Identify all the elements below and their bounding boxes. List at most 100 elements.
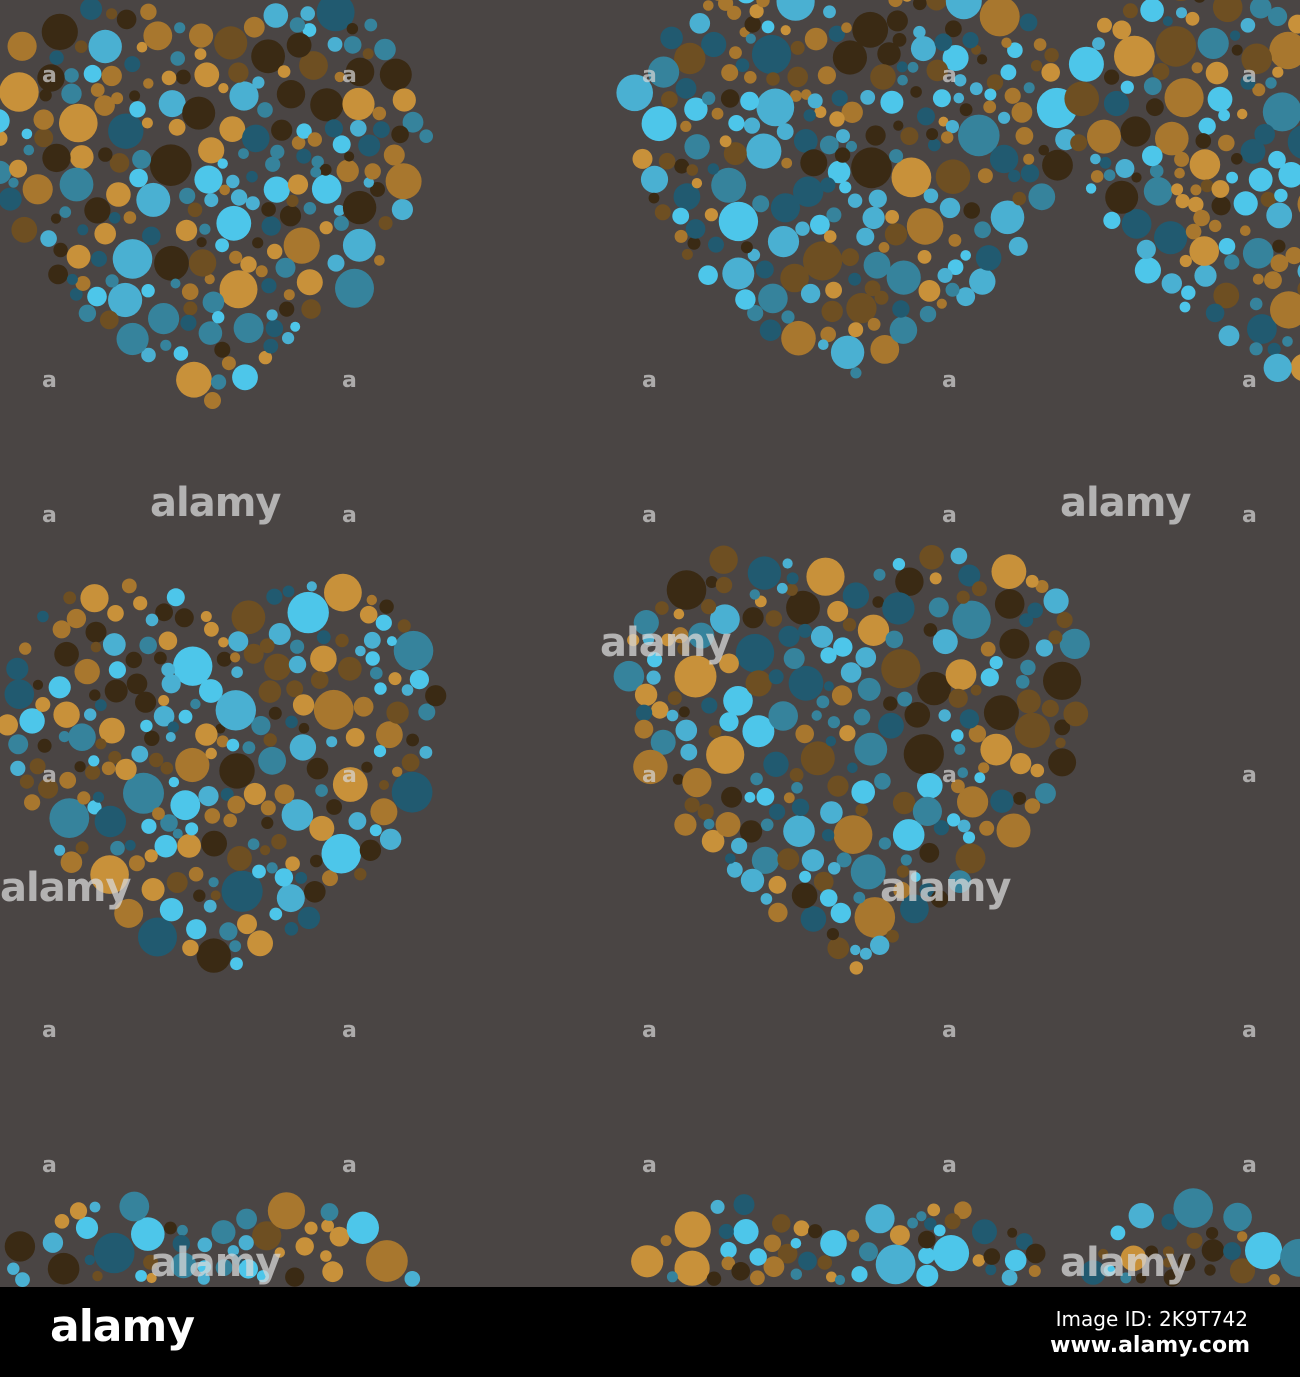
dot [77,791,91,805]
dot [953,92,965,104]
dot [261,216,281,236]
dot [1120,1245,1147,1272]
dot [263,3,289,28]
dot [131,745,149,763]
dot [885,210,899,224]
dot [345,57,375,87]
dot [745,33,756,44]
dot [900,894,929,924]
dot [54,844,66,856]
dot [756,88,795,127]
dot [857,614,890,646]
dot [633,749,668,785]
dot [1224,254,1240,270]
dot [22,174,53,205]
dot [84,708,97,721]
dot [893,120,904,131]
dot [853,891,866,904]
website-link[interactable]: www.alamy.com [1050,1333,1250,1358]
dot [49,798,90,838]
dot [178,709,193,724]
dot [918,280,941,302]
dot [10,760,26,777]
dot [301,299,321,319]
dot [950,547,968,565]
dot [1135,1273,1147,1284]
dot [891,157,932,198]
dot [1004,87,1021,104]
dot [85,764,101,780]
dot [731,837,748,855]
dot [850,854,886,890]
dot [4,1231,36,1262]
dot [283,289,295,301]
dot [102,633,126,656]
dot [889,316,918,344]
dot [1044,48,1059,63]
dot [726,861,743,878]
dot [0,109,10,133]
dot [1218,109,1230,122]
dot [831,90,848,107]
dot [242,124,270,153]
dot [75,841,89,855]
dot [175,747,210,783]
dot [310,671,329,689]
dot [168,118,186,136]
dot [918,1247,935,1264]
dot [715,576,733,594]
dot [738,0,755,4]
dot [99,717,125,744]
dot [109,153,130,173]
dot [89,689,101,701]
dot [701,697,718,714]
dot [1242,238,1274,269]
dot [807,93,823,109]
dot [1185,223,1202,240]
dot [962,31,979,49]
dot [633,610,659,636]
dot [342,87,375,121]
dot [310,166,322,178]
dot [673,183,701,211]
dot [1162,1246,1175,1258]
dot [759,319,782,342]
dot [266,588,283,605]
dot [870,935,890,955]
dot [1195,133,1212,149]
dot [827,937,850,960]
dot [296,269,323,296]
dot [747,556,782,590]
dot [307,132,322,147]
dot [108,282,143,318]
dot [42,143,71,173]
dot [342,228,376,262]
dot [292,694,315,716]
dot [719,712,739,732]
dot [1115,159,1135,178]
dot [1282,336,1293,347]
dot [957,786,989,818]
dot [233,313,264,343]
dot [933,820,950,836]
dot [175,219,198,242]
dot [768,875,787,894]
dot [69,145,94,169]
dot [1174,151,1190,167]
dot [877,42,901,66]
dot [179,187,196,204]
dot [379,599,394,614]
dot [94,222,116,245]
dot [903,734,944,775]
dot [902,0,912,2]
dot [229,250,243,264]
dot [999,628,1030,659]
dot [1175,194,1190,209]
dot [710,604,740,635]
dot [1249,0,1272,19]
dot [93,1232,135,1274]
dot [804,27,828,51]
dot [963,202,980,219]
dot [846,1229,860,1242]
dot [710,1199,725,1214]
